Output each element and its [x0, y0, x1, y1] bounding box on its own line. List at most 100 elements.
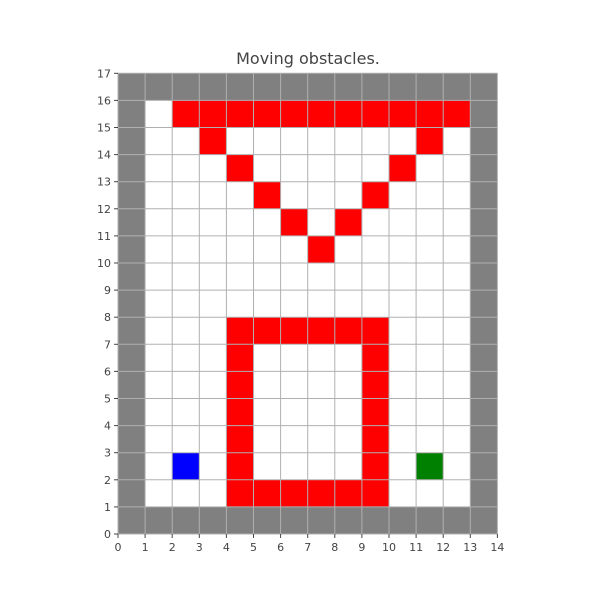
wall-cell: [470, 100, 498, 128]
free-cell: [226, 208, 254, 236]
free-cell: [443, 452, 471, 480]
wall-cell: [118, 398, 146, 426]
free-cell: [253, 127, 281, 155]
wall-cell: [443, 506, 471, 534]
free-cell: [280, 452, 308, 480]
y-tick-label: 16: [97, 94, 111, 107]
obstacle-cell: [199, 100, 227, 128]
free-cell: [307, 344, 335, 372]
free-cell: [172, 154, 200, 182]
free-cell: [172, 235, 200, 263]
obstacle-cell: [361, 371, 389, 399]
free-cell: [172, 208, 200, 236]
x-tick-label: 5: [250, 541, 257, 554]
wall-cell: [416, 73, 444, 101]
free-cell: [145, 344, 173, 372]
x-tick-label: 2: [169, 541, 176, 554]
wall-cell: [172, 73, 200, 101]
obstacle-cell: [361, 100, 389, 128]
wall-cell: [470, 181, 498, 209]
free-cell: [280, 290, 308, 318]
free-cell: [226, 290, 254, 318]
free-cell: [307, 371, 335, 399]
obstacle-cell: [307, 100, 335, 128]
obstacle-cell: [416, 100, 444, 128]
wall-cell: [470, 506, 498, 534]
obstacle-cell: [280, 479, 308, 507]
free-cell: [389, 181, 417, 209]
wall-cell: [280, 73, 308, 101]
wall-cell: [470, 344, 498, 372]
obstacle-cell: [361, 317, 389, 345]
wall-cell: [226, 506, 254, 534]
free-cell: [172, 263, 200, 291]
x-tick-label: 7: [304, 541, 311, 554]
free-cell: [416, 425, 444, 453]
x-tick-label: 10: [382, 541, 396, 554]
obstacle-cell: [280, 100, 308, 128]
free-cell: [280, 344, 308, 372]
obstacle-cell: [307, 479, 335, 507]
obstacle-cell: [172, 100, 200, 128]
obstacle-cell: [226, 371, 254, 399]
free-cell: [443, 235, 471, 263]
free-cell: [389, 425, 417, 453]
free-cell: [253, 263, 281, 291]
obstacle-cell: [199, 127, 227, 155]
free-cell: [199, 479, 227, 507]
obstacle-cell: [416, 127, 444, 155]
wall-cell: [199, 506, 227, 534]
free-cell: [172, 425, 200, 453]
free-cell: [145, 290, 173, 318]
free-cell: [307, 398, 335, 426]
wall-cell: [470, 208, 498, 236]
free-cell: [361, 127, 389, 155]
y-tick-label: 13: [97, 176, 111, 189]
free-cell: [307, 452, 335, 480]
wall-cell: [118, 73, 146, 101]
free-cell: [172, 479, 200, 507]
free-cell: [172, 181, 200, 209]
y-tick-label: 9: [104, 284, 111, 297]
obstacle-cell: [361, 479, 389, 507]
wall-cell: [470, 127, 498, 155]
free-cell: [334, 425, 362, 453]
free-cell: [172, 127, 200, 155]
free-cell: [443, 181, 471, 209]
free-cell: [199, 425, 227, 453]
free-cell: [145, 425, 173, 453]
free-cell: [226, 235, 254, 263]
obstacle-cell: [389, 100, 417, 128]
y-tick-label: 17: [97, 67, 111, 80]
wall-cell: [307, 506, 335, 534]
free-cell: [199, 452, 227, 480]
wall-cell: [118, 100, 146, 128]
obstacle-cell: [253, 479, 281, 507]
free-cell: [307, 181, 335, 209]
wall-cell: [118, 425, 146, 453]
obstacle-cell: [361, 452, 389, 480]
free-cell: [307, 154, 335, 182]
wall-cell: [199, 73, 227, 101]
free-cell: [199, 263, 227, 291]
wall-cell: [470, 371, 498, 399]
free-cell: [145, 371, 173, 399]
obstacle-cell: [361, 344, 389, 372]
y-tick-label: 3: [104, 447, 111, 460]
obstacle-cell: [334, 317, 362, 345]
free-cell: [172, 290, 200, 318]
free-cell: [443, 398, 471, 426]
free-cell: [416, 398, 444, 426]
x-tick-label: 14: [490, 541, 504, 554]
wall-cell: [389, 506, 417, 534]
x-tick-label: 3: [196, 541, 203, 554]
free-cell: [280, 127, 308, 155]
free-cell: [361, 263, 389, 291]
wall-cell: [118, 479, 146, 507]
wall-cell: [118, 506, 146, 534]
x-tick-label: 13: [463, 541, 477, 554]
figure-title: Moving obstacles.: [236, 49, 380, 68]
wall-cell: [145, 73, 173, 101]
wall-cell: [470, 73, 498, 101]
